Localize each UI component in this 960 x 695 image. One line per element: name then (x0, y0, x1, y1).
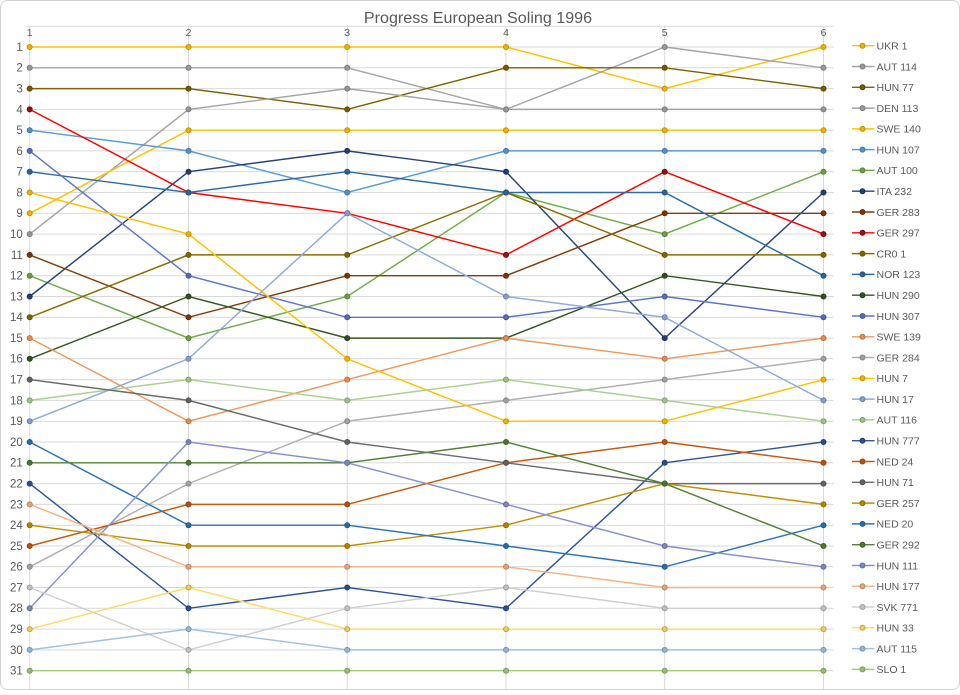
svg-text:4: 4 (503, 27, 509, 39)
svg-text:GER 257: GER 257 (877, 498, 920, 510)
svg-text:29: 29 (10, 624, 23, 636)
svg-text:3: 3 (16, 84, 22, 96)
svg-text:9: 9 (16, 208, 22, 220)
svg-text:SWE 140: SWE 140 (877, 124, 922, 136)
svg-text:3: 3 (344, 27, 350, 39)
svg-text:31: 31 (10, 666, 23, 678)
svg-text:4: 4 (16, 104, 23, 116)
svg-text:19: 19 (10, 416, 23, 428)
svg-text:SLO 1: SLO 1 (877, 664, 907, 676)
svg-text:16: 16 (10, 354, 23, 366)
svg-text:24: 24 (10, 520, 23, 532)
svg-text:DEN 113: DEN 113 (877, 103, 919, 115)
svg-text:18: 18 (10, 395, 23, 407)
svg-text:AUT 116: AUT 116 (877, 415, 918, 427)
svg-text:1: 1 (27, 27, 33, 39)
svg-text:30: 30 (10, 645, 23, 657)
svg-text:28: 28 (10, 603, 23, 615)
svg-text:1: 1 (16, 42, 22, 54)
svg-text:17: 17 (10, 375, 23, 387)
svg-text:NED 24: NED 24 (877, 456, 914, 468)
svg-text:12: 12 (10, 271, 23, 283)
svg-text:27: 27 (10, 582, 23, 594)
svg-text:HUN 33: HUN 33 (877, 623, 915, 635)
svg-text:CR0 1: CR0 1 (877, 248, 907, 260)
svg-text:GER 284: GER 284 (877, 352, 920, 364)
svg-text:NOR 123: NOR 123 (877, 269, 921, 281)
svg-text:HUN 77: HUN 77 (877, 82, 915, 94)
svg-text:23: 23 (10, 499, 23, 511)
svg-text:SVK 771: SVK 771 (877, 602, 919, 614)
svg-text:13: 13 (10, 291, 23, 303)
svg-text:15: 15 (10, 333, 23, 345)
svg-text:10: 10 (10, 229, 23, 241)
svg-text:HUN 107: HUN 107 (877, 144, 920, 156)
svg-text:2: 2 (186, 27, 192, 39)
svg-text:5: 5 (662, 27, 668, 39)
svg-text:UKR 1: UKR 1 (877, 41, 908, 53)
svg-text:7: 7 (16, 167, 22, 179)
svg-text:ITA 232: ITA 232 (877, 186, 913, 198)
svg-text:20: 20 (10, 437, 23, 449)
svg-text:HUN 17: HUN 17 (877, 394, 915, 406)
svg-text:HUN 290: HUN 290 (877, 290, 920, 302)
svg-text:SWE 139: SWE 139 (877, 332, 922, 344)
svg-text:HUN 111: HUN 111 (877, 560, 919, 572)
svg-text:NED 20: NED 20 (877, 519, 914, 531)
svg-text:HUN 71: HUN 71 (877, 477, 915, 489)
svg-text:GER 283: GER 283 (877, 207, 920, 219)
svg-text:HUN 307: HUN 307 (877, 311, 920, 323)
svg-text:Progress European Soling 1996: Progress European Soling 1996 (364, 9, 592, 27)
svg-text:8: 8 (16, 187, 22, 199)
svg-text:26: 26 (10, 562, 23, 574)
svg-text:6: 6 (16, 146, 22, 158)
svg-text:2: 2 (16, 63, 22, 75)
svg-text:GER 292: GER 292 (877, 540, 920, 552)
svg-text:AUT 114: AUT 114 (877, 61, 918, 73)
svg-text:22: 22 (10, 479, 23, 491)
svg-text:6: 6 (821, 27, 827, 39)
svg-text:5: 5 (16, 125, 22, 137)
svg-text:14: 14 (10, 312, 23, 324)
svg-text:AUT 100: AUT 100 (877, 165, 918, 177)
svg-text:21: 21 (10, 458, 23, 470)
svg-text:AUT 115: AUT 115 (877, 643, 918, 655)
svg-text:HUN 7: HUN 7 (877, 373, 909, 385)
svg-text:GER 297: GER 297 (877, 228, 920, 240)
svg-text:11: 11 (11, 250, 23, 262)
svg-text:HUN 777: HUN 777 (877, 436, 920, 448)
svg-text:HUN 177: HUN 177 (877, 581, 920, 593)
svg-text:25: 25 (10, 541, 23, 553)
